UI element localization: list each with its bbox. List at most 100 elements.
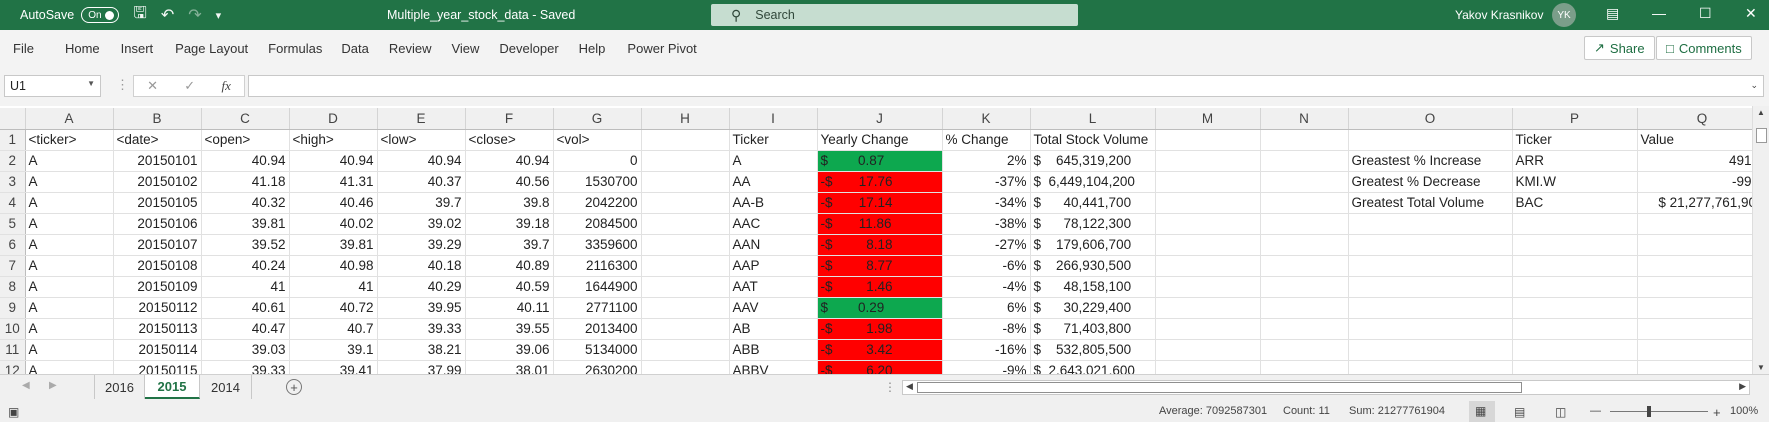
cell-f11[interactable]: 39.06 — [465, 339, 554, 361]
cell-e9[interactable]: 39.95 — [377, 297, 466, 319]
cell-j11[interactable]: -$ 3.42 — [817, 339, 943, 361]
cell-g9[interactable]: 2771100 — [553, 297, 642, 319]
cell-o12[interactable] — [1348, 360, 1513, 374]
cell-n12[interactable] — [1260, 360, 1349, 374]
row-header[interactable]: 7 — [0, 255, 26, 277]
close-icon[interactable]: ✕ — [1745, 5, 1757, 21]
cell-g3[interactable]: 1530700 — [553, 171, 642, 193]
cell-q1[interactable]: Value — [1637, 129, 1768, 151]
column-header-i[interactable]: I — [729, 108, 818, 130]
cell-i6[interactable]: AAN — [729, 234, 818, 256]
insert-function-icon[interactable]: fx — [221, 78, 231, 93]
cell-p8[interactable] — [1512, 276, 1638, 298]
cell-f8[interactable]: 40.59 — [465, 276, 554, 298]
cell-q10[interactable] — [1637, 318, 1768, 340]
menu-help[interactable]: Help — [578, 40, 606, 56]
cell-a11[interactable]: A — [25, 339, 114, 361]
zoom-out-icon[interactable]: — — [1590, 405, 1601, 417]
cell-f9[interactable]: 40.11 — [465, 297, 554, 319]
menu-page-layout[interactable]: Page Layout — [175, 40, 249, 56]
cell-c10[interactable]: 40.47 — [201, 318, 290, 340]
cell-k7[interactable]: -6% — [942, 255, 1031, 277]
cell-n3[interactable] — [1260, 171, 1349, 193]
cell-j4[interactable]: -$ 17.14 — [817, 192, 943, 214]
customize-toolbar-icon[interactable]: ▾ — [215, 9, 222, 22]
cell-i5[interactable]: AAC — [729, 213, 818, 235]
cell-k12[interactable]: -9% — [942, 360, 1031, 374]
row-header[interactable]: 5 — [0, 213, 26, 235]
cell-m5[interactable] — [1155, 213, 1261, 235]
menu-data[interactable]: Data — [341, 40, 369, 56]
cell-a3[interactable]: A — [25, 171, 114, 193]
maximize-icon[interactable]: ☐ — [1699, 5, 1712, 21]
cell-o10[interactable] — [1348, 318, 1513, 340]
cell-f7[interactable]: 40.89 — [465, 255, 554, 277]
document-title[interactable]: Multiple_year_stock_data - Saved — [387, 8, 576, 22]
cell-b5[interactable]: 20150106 — [113, 213, 202, 235]
cell-j12[interactable]: -$ 6.20 — [817, 360, 943, 374]
column-header-h[interactable]: H — [641, 108, 730, 130]
cancel-icon[interactable]: ✕ — [147, 78, 159, 93]
cell-d1[interactable]: <high> — [289, 129, 378, 151]
cell-b7[interactable]: 20150108 — [113, 255, 202, 277]
cell-q8[interactable] — [1637, 276, 1768, 298]
cell-p2[interactable]: ARR — [1512, 150, 1638, 172]
cell-e8[interactable]: 40.29 — [377, 276, 466, 298]
cell-f10[interactable]: 39.55 — [465, 318, 554, 340]
zoom-slider[interactable] — [1610, 411, 1708, 412]
scroll-thumb[interactable] — [1756, 128, 1767, 143]
page-layout-view-icon[interactable]: ▤ — [1514, 405, 1526, 419]
cell-q3[interactable]: -99% — [1637, 171, 1768, 193]
cell-b9[interactable]: 20150112 — [113, 297, 202, 319]
vertical-scrollbar[interactable]: ▲ ▼ — [1752, 106, 1769, 374]
hscroll-thumb[interactable] — [917, 382, 1522, 393]
normal-view-icon[interactable]: ▦ — [1469, 401, 1495, 422]
cell-c5[interactable]: 39.81 — [201, 213, 290, 235]
cell-c2[interactable]: 40.94 — [201, 150, 290, 172]
cell-c3[interactable]: 41.18 — [201, 171, 290, 193]
select-all-corner[interactable] — [0, 108, 26, 130]
cell-i2[interactable]: A — [729, 150, 818, 172]
cell-k11[interactable]: -16% — [942, 339, 1031, 361]
column-header-o[interactable]: O — [1348, 108, 1513, 130]
cell-l9[interactable]: $ 30,229,400 — [1030, 297, 1156, 319]
cell-i8[interactable]: AAT — [729, 276, 818, 298]
avatar[interactable]: YK — [1552, 3, 1576, 27]
cell-m6[interactable] — [1155, 234, 1261, 256]
cell-o2[interactable]: Greastest % Increase — [1348, 150, 1513, 172]
cell-q12[interactable] — [1637, 360, 1768, 374]
cell-d2[interactable]: 40.94 — [289, 150, 378, 172]
cell-o3[interactable]: Greatest % Decrease — [1348, 171, 1513, 193]
cell-d7[interactable]: 40.98 — [289, 255, 378, 277]
cell-l10[interactable]: $ 71,403,800 — [1030, 318, 1156, 340]
cell-h7[interactable] — [641, 255, 730, 277]
cell-g4[interactable]: 2042200 — [553, 192, 642, 214]
expand-formula-icon[interactable]: ⌄ — [1750, 80, 1758, 90]
cell-p5[interactable] — [1512, 213, 1638, 235]
column-header-b[interactable]: B — [113, 108, 202, 130]
column-header-p[interactable]: P — [1512, 108, 1638, 130]
cell-l2[interactable]: $ 645,319,200 — [1030, 150, 1156, 172]
name-box[interactable]: U1 ▼ — [4, 75, 101, 97]
zoom-level[interactable]: 100% — [1730, 405, 1759, 417]
cell-m4[interactable] — [1155, 192, 1261, 214]
cell-a10[interactable]: A — [25, 318, 114, 340]
cell-a5[interactable]: A — [25, 213, 114, 235]
minimize-icon[interactable]: — — [1652, 5, 1666, 21]
cell-d12[interactable]: 39.41 — [289, 360, 378, 374]
cell-c6[interactable]: 39.52 — [201, 234, 290, 256]
cell-h11[interactable] — [641, 339, 730, 361]
cell-l11[interactable]: $ 532,805,500 — [1030, 339, 1156, 361]
cell-m12[interactable] — [1155, 360, 1261, 374]
cell-p3[interactable]: KMI.W — [1512, 171, 1638, 193]
row-header[interactable]: 9 — [0, 297, 26, 319]
row-header[interactable]: 3 — [0, 171, 26, 193]
cell-m3[interactable] — [1155, 171, 1261, 193]
cell-o5[interactable] — [1348, 213, 1513, 235]
column-header-e[interactable]: E — [377, 108, 466, 130]
cell-d10[interactable]: 40.7 — [289, 318, 378, 340]
cell-q11[interactable] — [1637, 339, 1768, 361]
menu-home[interactable]: Home — [64, 40, 100, 56]
next-sheet-icon[interactable]: ▶ — [49, 380, 57, 391]
column-header-g[interactable]: G — [553, 108, 642, 130]
